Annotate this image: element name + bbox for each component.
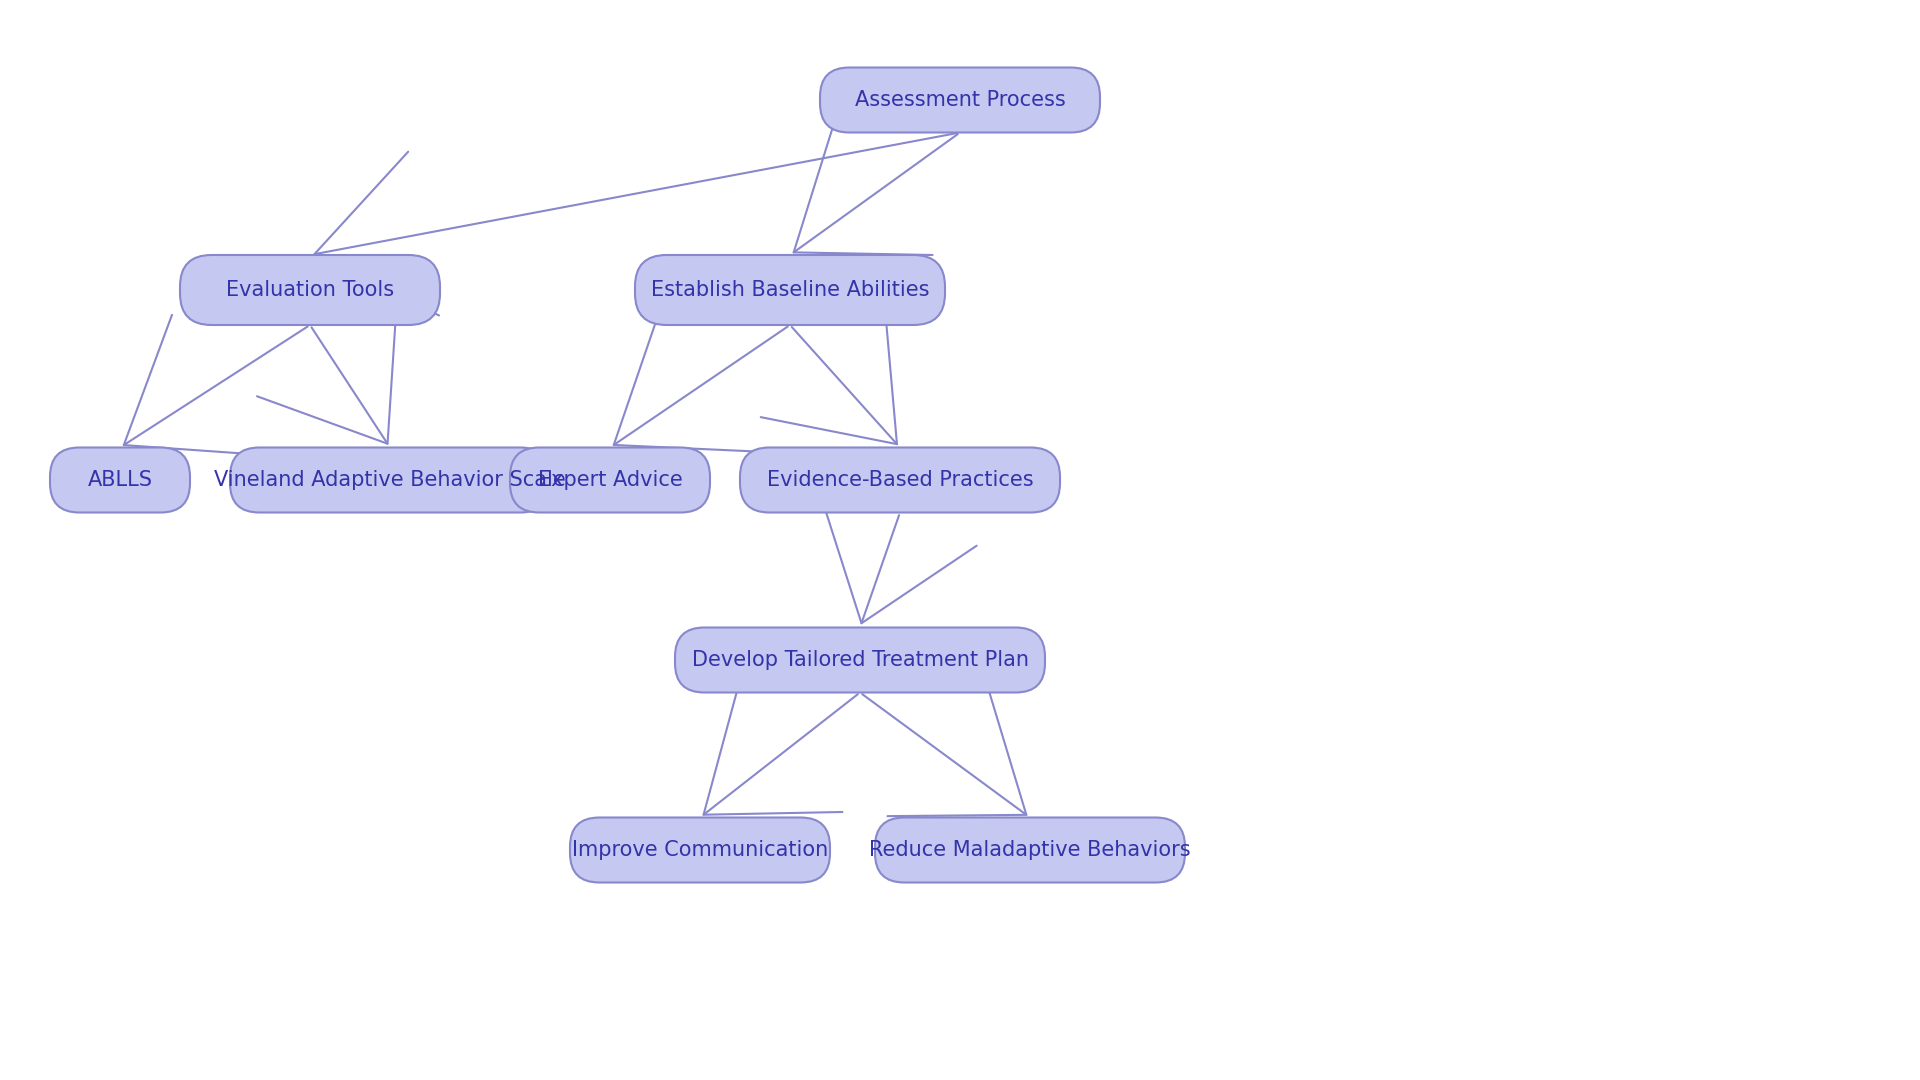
FancyBboxPatch shape [180,255,440,325]
FancyBboxPatch shape [739,447,1060,513]
FancyBboxPatch shape [676,627,1044,692]
FancyBboxPatch shape [876,818,1185,882]
Text: Develop Tailored Treatment Plan: Develop Tailored Treatment Plan [691,650,1029,670]
Text: Expert Advice: Expert Advice [538,470,682,490]
FancyBboxPatch shape [50,447,190,513]
Text: Evaluation Tools: Evaluation Tools [227,280,394,300]
FancyBboxPatch shape [820,67,1100,133]
FancyBboxPatch shape [570,818,829,882]
Text: ABLLS: ABLLS [88,470,152,490]
FancyBboxPatch shape [230,447,549,513]
Text: Vineland Adaptive Behavior Scale: Vineland Adaptive Behavior Scale [215,470,566,490]
FancyBboxPatch shape [511,447,710,513]
Text: Reduce Maladaptive Behaviors: Reduce Maladaptive Behaviors [870,840,1190,860]
Text: Evidence-Based Practices: Evidence-Based Practices [766,470,1033,490]
Text: Assessment Process: Assessment Process [854,90,1066,110]
Text: Improve Communication: Improve Communication [572,840,828,860]
FancyBboxPatch shape [636,255,945,325]
Text: Establish Baseline Abilities: Establish Baseline Abilities [651,280,929,300]
